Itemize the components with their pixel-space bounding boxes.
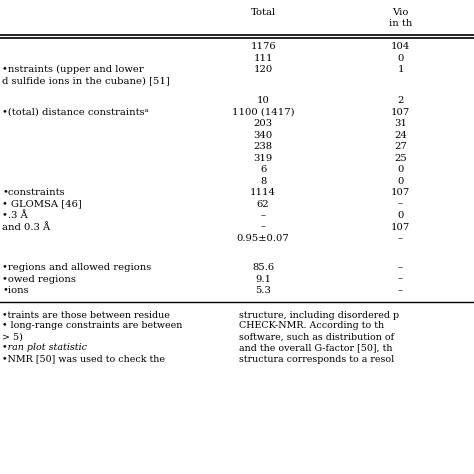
Text: 107: 107 — [391, 188, 410, 197]
Text: •NMR [50] was used to check the: •NMR [50] was used to check the — [2, 355, 165, 364]
Text: 25: 25 — [394, 154, 407, 163]
Text: 5.3: 5.3 — [255, 286, 271, 295]
Text: –: – — [398, 263, 403, 272]
Text: > 5): > 5) — [2, 332, 23, 341]
Text: software, such as distribution of: software, such as distribution of — [239, 332, 394, 341]
Text: –: – — [398, 234, 403, 243]
Text: •regions and allowed regions: •regions and allowed regions — [2, 263, 152, 272]
Text: 0.95±0.07: 0.95±0.07 — [237, 234, 290, 243]
Text: 6: 6 — [260, 165, 266, 174]
Text: 0: 0 — [397, 176, 404, 185]
Text: • long-range constraints are between: • long-range constraints are between — [2, 321, 183, 330]
Text: –: – — [398, 286, 403, 295]
Text: Total: Total — [250, 8, 276, 17]
Text: 104: 104 — [391, 42, 410, 51]
Text: 9.1: 9.1 — [255, 274, 271, 283]
Text: 203: 203 — [254, 119, 273, 128]
Text: •constraints: •constraints — [2, 188, 65, 197]
Text: –: – — [398, 274, 403, 283]
Text: and 0.3 Å: and 0.3 Å — [2, 222, 51, 231]
Text: 107: 107 — [391, 108, 410, 117]
Text: 0: 0 — [397, 165, 404, 174]
Text: 319: 319 — [254, 154, 273, 163]
Text: 0: 0 — [397, 54, 404, 63]
Text: 27: 27 — [394, 142, 407, 151]
Text: 2: 2 — [397, 96, 404, 105]
Text: and the overall G-factor [50], th: and the overall G-factor [50], th — [239, 344, 392, 353]
Text: 107: 107 — [391, 222, 410, 231]
Text: in th: in th — [389, 19, 412, 28]
Text: 111: 111 — [253, 54, 273, 63]
Text: –: – — [261, 222, 265, 231]
Text: 85.6: 85.6 — [252, 263, 274, 272]
Text: 10: 10 — [256, 96, 270, 105]
Text: Vio: Vio — [392, 8, 409, 17]
Text: d sulfide ions in the cubane) [51]: d sulfide ions in the cubane) [51] — [2, 76, 170, 85]
Text: 24: 24 — [394, 130, 407, 139]
Text: 1: 1 — [397, 65, 404, 74]
Text: 62: 62 — [257, 200, 269, 209]
Text: –: – — [261, 211, 265, 220]
Text: 0: 0 — [397, 211, 404, 220]
Text: –: – — [398, 200, 403, 209]
Text: 340: 340 — [254, 130, 273, 139]
Text: •owed regions: •owed regions — [2, 274, 76, 283]
Text: 8: 8 — [260, 176, 266, 185]
Text: structure, including disordered p: structure, including disordered p — [239, 310, 399, 319]
Text: •ran plot statistic: •ran plot statistic — [2, 344, 87, 353]
Text: structura corresponds to a resol: structura corresponds to a resol — [239, 355, 394, 364]
Text: • GLOMSA [46]: • GLOMSA [46] — [2, 200, 82, 209]
Text: •.3 Å: •.3 Å — [2, 211, 28, 220]
Text: 238: 238 — [254, 142, 273, 151]
Text: •nstraints (upper and lower: •nstraints (upper and lower — [2, 65, 144, 74]
Text: •traints are those between residue: •traints are those between residue — [2, 310, 170, 319]
Text: 120: 120 — [254, 65, 273, 74]
Text: 1114: 1114 — [250, 188, 276, 197]
Text: CHECK-NMR. According to th: CHECK-NMR. According to th — [239, 321, 384, 330]
Text: •ions: •ions — [2, 286, 29, 295]
Text: 31: 31 — [394, 119, 407, 128]
Text: •(total) distance constraintsᵃ: •(total) distance constraintsᵃ — [2, 108, 149, 117]
Text: 1100 (1417): 1100 (1417) — [232, 108, 294, 117]
Text: 1176: 1176 — [250, 42, 276, 51]
